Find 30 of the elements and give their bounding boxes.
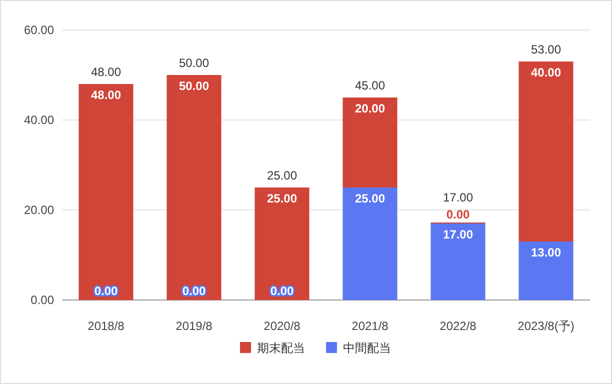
total-label: 17.00 xyxy=(442,190,474,204)
total-label: 48.00 xyxy=(90,65,122,79)
data-label: 13.00 xyxy=(530,246,562,260)
x-tick-label: 2018/8 xyxy=(88,319,125,333)
x-tick-label: 2019/8 xyxy=(176,319,213,333)
legend-label: 期末配当 xyxy=(257,341,305,355)
y-tick-label: 0.00 xyxy=(30,293,54,307)
total-label: 45.00 xyxy=(354,78,386,92)
y-tick-label: 40.00 xyxy=(24,113,54,127)
data-label: 0.00 xyxy=(94,284,118,298)
x-tick-label: 2021/8 xyxy=(352,319,389,333)
data-label: 40.00 xyxy=(530,66,562,80)
y-tick-label: 60.00 xyxy=(24,23,54,37)
data-label: 20.00 xyxy=(354,102,386,116)
data-label: 50.00 xyxy=(178,79,210,93)
x-tick-label: 2020/8 xyxy=(264,319,301,333)
data-label: 17.00 xyxy=(442,228,474,242)
y-tick-label: 20.00 xyxy=(24,203,54,217)
x-tick-label: 2022/8 xyxy=(440,319,477,333)
data-label: 25.00 xyxy=(266,192,298,206)
legend-label: 中間配当 xyxy=(343,341,391,355)
total-label: 25.00 xyxy=(266,168,298,182)
data-label: 0.00 xyxy=(446,208,470,222)
data-label: 48.00 xyxy=(90,88,122,102)
data-label: 0.00 xyxy=(182,284,206,298)
total-label: 50.00 xyxy=(178,56,210,70)
total-label: 53.00 xyxy=(530,42,562,56)
x-tick-label: 2023/8(予) xyxy=(518,319,574,333)
data-label: 0.00 xyxy=(270,284,294,298)
data-label: 25.00 xyxy=(354,192,386,206)
